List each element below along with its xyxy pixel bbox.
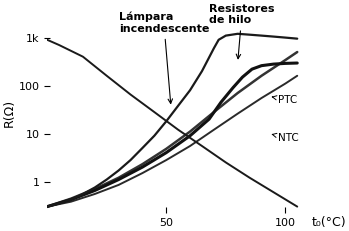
Text: Lámpara
incendescente: Lámpara incendescente: [119, 12, 209, 103]
Text: Resistores
de hilo: Resistores de hilo: [209, 4, 275, 59]
Text: PTC: PTC: [272, 95, 297, 105]
Text: NTC: NTC: [272, 133, 299, 143]
Y-axis label: R(Ω): R(Ω): [3, 98, 16, 127]
Text: t₀(°C): t₀(°C): [312, 216, 346, 229]
